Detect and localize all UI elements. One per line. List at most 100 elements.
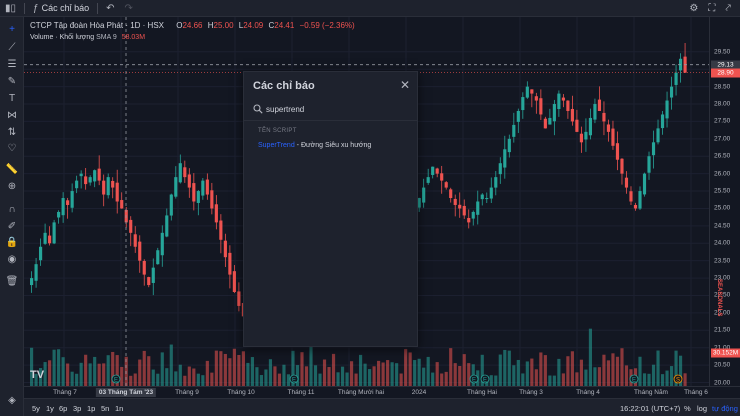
candle-body — [93, 170, 97, 182]
volume-bar — [228, 358, 232, 386]
svg-text:S: S — [676, 378, 680, 384]
volume-bar — [214, 350, 218, 386]
volume-bar — [79, 362, 83, 386]
candle-body — [183, 167, 187, 178]
horizontal-lines-icon[interactable]: ☰ — [7, 58, 17, 70]
volume-bar — [210, 372, 214, 386]
volume-bar — [381, 362, 385, 386]
earnings-event-marker[interactable]: E — [469, 374, 479, 384]
ohlc-values: O24.66 H25.00 L24.09 C24.41 −0.59 (−2.36… — [176, 21, 357, 30]
low-key: L — [238, 21, 244, 30]
volume-bar — [48, 360, 52, 386]
range-6m[interactable]: 6p — [59, 404, 68, 413]
volume-tag: 30.152M — [711, 348, 740, 358]
volume-bar — [530, 358, 534, 386]
earnings-event-marker[interactable]: E — [480, 374, 490, 384]
ruler-icon[interactable]: 📏 — [5, 163, 19, 175]
price-tick-label: 24.50 — [714, 222, 731, 230]
seasonals-tab[interactable]: SEASONALS — [716, 279, 722, 317]
candle-body — [525, 86, 529, 98]
range-5d[interactable]: 5n — [101, 404, 110, 413]
symbol-legend: CTCP Tập đoàn Hòa Phát · 1D · HSX O24.66… — [30, 21, 358, 30]
candle-body — [106, 177, 110, 196]
trash-icon[interactable]: 🗑 — [5, 275, 19, 287]
share-icon[interactable]: ⤤ — [725, 3, 731, 14]
magnet-icon[interactable]: ∩ — [8, 203, 16, 215]
range-1m[interactable]: 1p — [87, 404, 96, 413]
candle-body — [530, 89, 534, 94]
indicators-button[interactable]: ƒ Các chỉ báo — [28, 0, 94, 17]
candle-body — [575, 119, 579, 132]
log-toggle[interactable]: log — [697, 404, 708, 413]
prediction-icon[interactable]: ⇅ — [7, 126, 17, 138]
favorites-heart-icon[interactable]: ♡ — [7, 142, 17, 154]
volume-bar — [201, 375, 205, 386]
redo-icon[interactable]: ↷ — [124, 2, 133, 14]
layout-toggle-icon[interactable]: ▮▯ — [5, 2, 17, 14]
candle-body — [485, 198, 489, 200]
candle-body — [138, 241, 142, 261]
candle-body — [557, 93, 561, 110]
eye-icon[interactable]: ◉ — [7, 253, 17, 265]
earnings-event-marker[interactable]: E — [289, 374, 299, 384]
volume-bar — [160, 352, 164, 386]
range-1y[interactable]: 1y — [46, 404, 54, 413]
layers-icon[interactable]: ◈ — [8, 394, 16, 406]
close-icon[interactable]: ✕ — [399, 78, 411, 92]
price-tick-label: 22.00 — [714, 309, 731, 317]
volume-bar — [359, 354, 363, 386]
candle-body — [656, 128, 660, 143]
range-1d[interactable]: 1n — [115, 404, 124, 413]
range-3m[interactable]: 3p — [73, 404, 82, 413]
volume-bar — [548, 375, 552, 386]
list-item-supertrend[interactable]: SuperTrend - Đường Siêu xu hướng — [244, 139, 417, 153]
crosshair-icon[interactable]: + — [9, 23, 15, 35]
trend-line-icon[interactable]: ⟋ — [8, 41, 16, 53]
volume-label[interactable]: Volume · Khối lượng — [30, 34, 95, 41]
volume-bar — [313, 365, 318, 386]
time-tick-label: 2024 — [411, 389, 427, 396]
lock-icon[interactable]: 🔒 — [5, 236, 19, 248]
candle-body — [480, 194, 484, 200]
volume-bar — [331, 353, 336, 386]
tradingview-logo[interactable]: TV — [30, 369, 45, 381]
price-axis[interactable]: 29.5029.0028.5028.0027.5027.0026.5026.00… — [709, 17, 740, 386]
volume-bar — [503, 349, 507, 386]
percent-toggle[interactable]: % — [684, 404, 691, 413]
candle-body — [449, 189, 453, 199]
zoom-in-icon[interactable]: ⊕ — [7, 180, 17, 192]
brush-icon[interactable]: ✎ — [7, 75, 17, 87]
section-header: TÊN SCRIPT — [258, 128, 297, 134]
volume-legend: Volume · Khối lượng SMA 9 58.03M — [30, 34, 145, 41]
symbol-title[interactable]: CTCP Tập đoàn Hòa Phát · 1D · HSX — [30, 21, 164, 30]
time-tick-label: Tháng 10 — [227, 389, 255, 396]
price-tick-label: 20.00 — [714, 379, 731, 387]
time-axis[interactable]: 03 Tháng Tám '23 Tháng 7 Tháng 9 Tháng 10 T… — [24, 386, 740, 398]
earnings-event-marker[interactable]: E — [629, 374, 639, 384]
volume-bar — [399, 373, 403, 386]
candle-body — [543, 118, 547, 129]
clock-timezone[interactable]: 16:22:01 (UTC+7) — [620, 404, 681, 413]
fullscreen-icon[interactable]: ⛶ — [708, 3, 716, 14]
candle-body — [629, 191, 633, 202]
pattern-icon[interactable]: ⋈ — [7, 109, 17, 121]
price-tick-label: 26.00 — [714, 170, 731, 178]
range-5y[interactable]: 5y — [32, 404, 40, 413]
volume-bar — [440, 373, 444, 386]
volume-bar — [516, 359, 520, 386]
auto-scale-toggle[interactable]: tự động — [712, 404, 738, 413]
volume-bar — [584, 369, 588, 386]
earnings-event-marker[interactable]: E — [111, 374, 121, 384]
undo-icon[interactable]: ↶ — [106, 2, 115, 14]
search-input[interactable] — [266, 103, 406, 116]
volume-bar — [638, 356, 642, 386]
volume-bar — [368, 369, 372, 386]
split-event-marker[interactable]: S — [673, 374, 683, 384]
price-tick-label: 27.50 — [714, 117, 731, 125]
last-price-tag: 28.90 — [711, 68, 740, 78]
stay-drawing-icon[interactable]: ✐ — [7, 220, 17, 232]
volume-bar — [521, 373, 525, 386]
candle-body — [494, 177, 498, 188]
settings-gear-icon[interactable]: ⚙ — [689, 3, 699, 14]
text-icon[interactable]: T — [8, 92, 16, 104]
